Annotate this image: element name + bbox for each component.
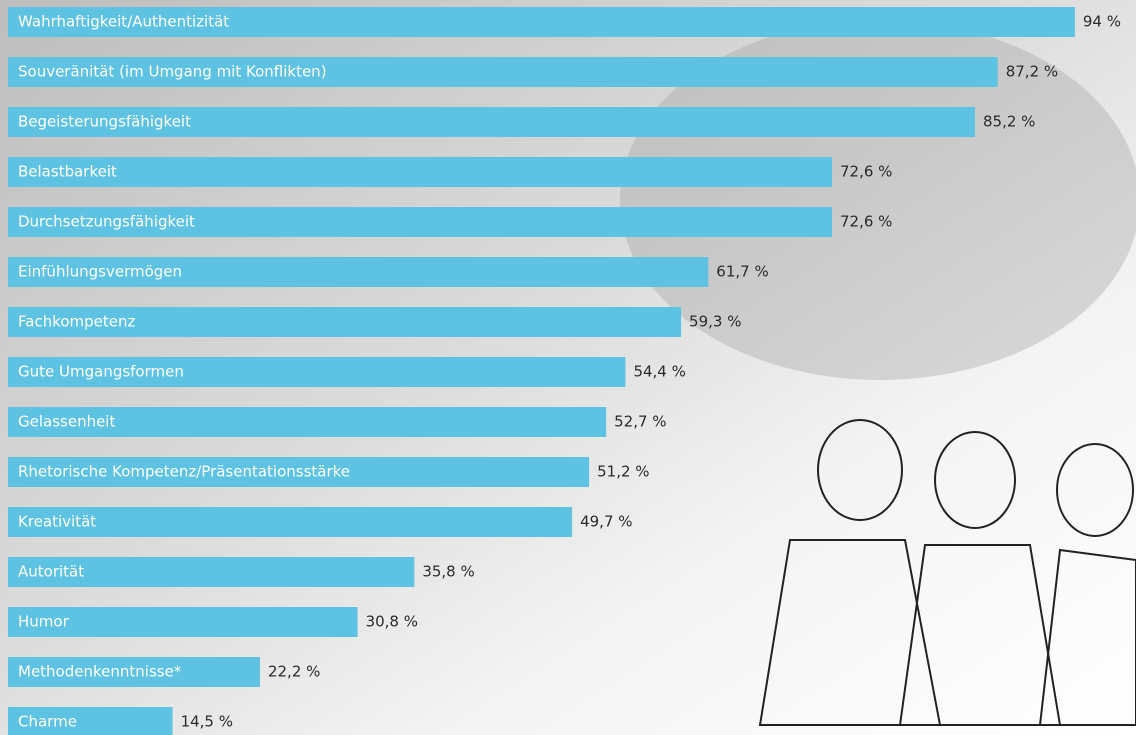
value-label: 87,2 % [1006, 63, 1058, 81]
category-label: Autorität [18, 563, 84, 581]
category-label: Wahrhaftigkeit/Authentizität [18, 13, 229, 31]
value-label: 35,8 % [422, 563, 474, 581]
category-label: Begeisterungsfähigkeit [18, 113, 191, 131]
value-label: 22,2 % [268, 663, 320, 681]
category-label: Gute Umgangsformen [18, 363, 184, 381]
value-label: 51,2 % [597, 463, 649, 481]
category-label: Durchsetzungsfähigkeit [18, 213, 195, 231]
value-label: 61,7 % [716, 263, 768, 281]
category-label: Souveränität (im Umgang mit Konflikten) [18, 63, 327, 81]
category-label: Rhetorische Kompetenz/Präsentationsstärk… [18, 463, 350, 481]
category-label: Charme [18, 713, 77, 731]
bar [8, 157, 832, 187]
category-label: Kreativität [18, 513, 96, 531]
category-label: Fachkompetenz [18, 313, 136, 331]
value-label: 52,7 % [614, 413, 666, 431]
chart: Wahrhaftigkeit/Authentizität 94 % Souverän… [0, 0, 1136, 735]
value-label: 54,4 % [633, 363, 685, 381]
category-label: Gelassenheit [18, 413, 115, 431]
value-label: 30,8 % [366, 613, 418, 631]
value-label: 94 % [1083, 13, 1121, 31]
value-label: 14,5 % [181, 713, 233, 731]
value-label: 49,7 % [580, 513, 632, 531]
category-label: Belastbarkeit [18, 163, 117, 181]
category-label: Einfühlungsvermögen [18, 263, 182, 281]
value-label: 85,2 % [983, 113, 1035, 131]
category-label: Methodenkenntnisse* [18, 663, 182, 681]
value-label: 72,6 % [840, 163, 892, 181]
value-label: 59,3 % [689, 313, 741, 331]
category-label: Humor [18, 613, 70, 631]
value-label: 72,6 % [840, 213, 892, 231]
